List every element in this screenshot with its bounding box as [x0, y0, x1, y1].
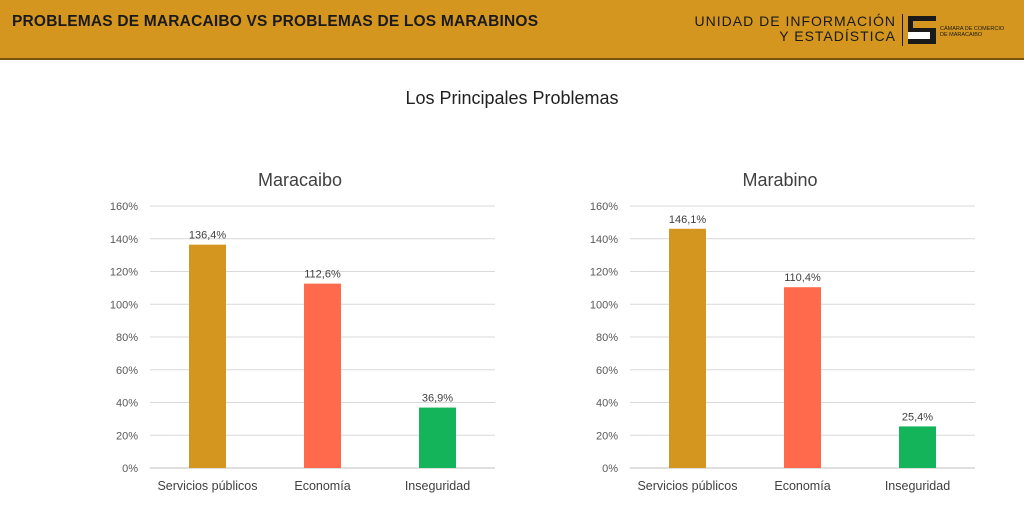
unit-title: UNIDAD DE INFORMACIÓN Y ESTADÍSTICA — [636, 14, 896, 44]
y-tick-label: 20% — [596, 430, 618, 442]
x-tick-label: Servicios públicos — [637, 479, 737, 493]
y-tick-label: 100% — [590, 299, 618, 311]
bar — [899, 426, 936, 468]
data-label: 136,4% — [189, 230, 227, 242]
data-label: 146,1% — [669, 214, 707, 226]
y-tick-label: 60% — [116, 365, 138, 377]
bar — [419, 407, 456, 468]
chamber-logo: CÁMARA DE COMERCIO DE MARACAIBO — [908, 16, 1018, 44]
y-tick-label: 0% — [602, 463, 618, 475]
bar — [304, 283, 341, 468]
data-label: 110,4% — [784, 272, 821, 284]
x-tick-label: Economía — [294, 479, 350, 493]
y-tick-label: 40% — [596, 398, 618, 410]
y-tick-label: 120% — [590, 267, 618, 279]
x-tick-label: Inseguridad — [405, 479, 470, 493]
bar — [669, 228, 706, 468]
y-tick-label: 160% — [590, 201, 618, 213]
chart-title: Maracaibo — [257, 170, 343, 190]
chamber-logo-icon — [908, 16, 936, 44]
logo-text-line2: DE MARACAIBO — [940, 32, 983, 38]
chart-svg: 0% 20% 40% 60% 80% 100% 120% 140% 160% 136,4% Serv… — [110, 201, 495, 493]
logo-divider — [902, 14, 903, 46]
bar — [189, 244, 226, 468]
data-label: 112,6% — [304, 269, 341, 281]
header-bar: PROBLEMAS DE MARACAIBO VS PROBLEMAS DE L… — [0, 0, 1024, 60]
y-tick-label: 80% — [596, 332, 618, 344]
header-title: PROBLEMAS DE MARACAIBO VS PROBLEMAS DE L… — [12, 13, 539, 30]
x-tick-label: Inseguridad — [885, 479, 950, 493]
bar — [784, 287, 821, 468]
unit-title-line1: UNIDAD DE INFORMACIÓN — [694, 13, 896, 29]
page-title: Los Principales Problemas — [405, 88, 619, 108]
x-tick-label: Economía — [774, 479, 830, 493]
data-label: 25,4% — [902, 411, 933, 423]
data-label: 36,9% — [422, 393, 453, 405]
y-tick-label: 100% — [110, 299, 138, 311]
chart-marabino: Marabino 0% 20% 40% 60% 80% 100% 120% 140% 160% 1… — [550, 160, 1010, 505]
chart-maracaibo: Maracaibo 0% 20% 40% 60% 80% 100% 120% 140% 160%… — [70, 160, 530, 505]
y-tick-label: 80% — [116, 332, 138, 344]
unit-title-line2: Y ESTADÍSTICA — [779, 28, 896, 44]
y-tick-label: 140% — [110, 234, 138, 246]
chart-svg: 0% 20% 40% 60% 80% 100% 120% 140% 160% 146,1% Serv… — [590, 201, 975, 493]
y-tick-label: 60% — [596, 365, 618, 377]
y-tick-label: 160% — [110, 201, 138, 213]
y-tick-label: 140% — [590, 234, 618, 246]
y-tick-label: 20% — [116, 430, 138, 442]
y-tick-label: 120% — [110, 267, 138, 279]
logo-text: CÁMARA DE COMERCIO DE MARACAIBO — [940, 26, 1020, 38]
y-tick-label: 0% — [122, 463, 138, 475]
y-tick-label: 40% — [116, 398, 138, 410]
chart-title: Marabino — [742, 170, 818, 190]
x-tick-label: Servicios públicos — [157, 479, 257, 493]
logo-text-line1: CÁMARA DE COMERCIO — [940, 26, 1005, 32]
